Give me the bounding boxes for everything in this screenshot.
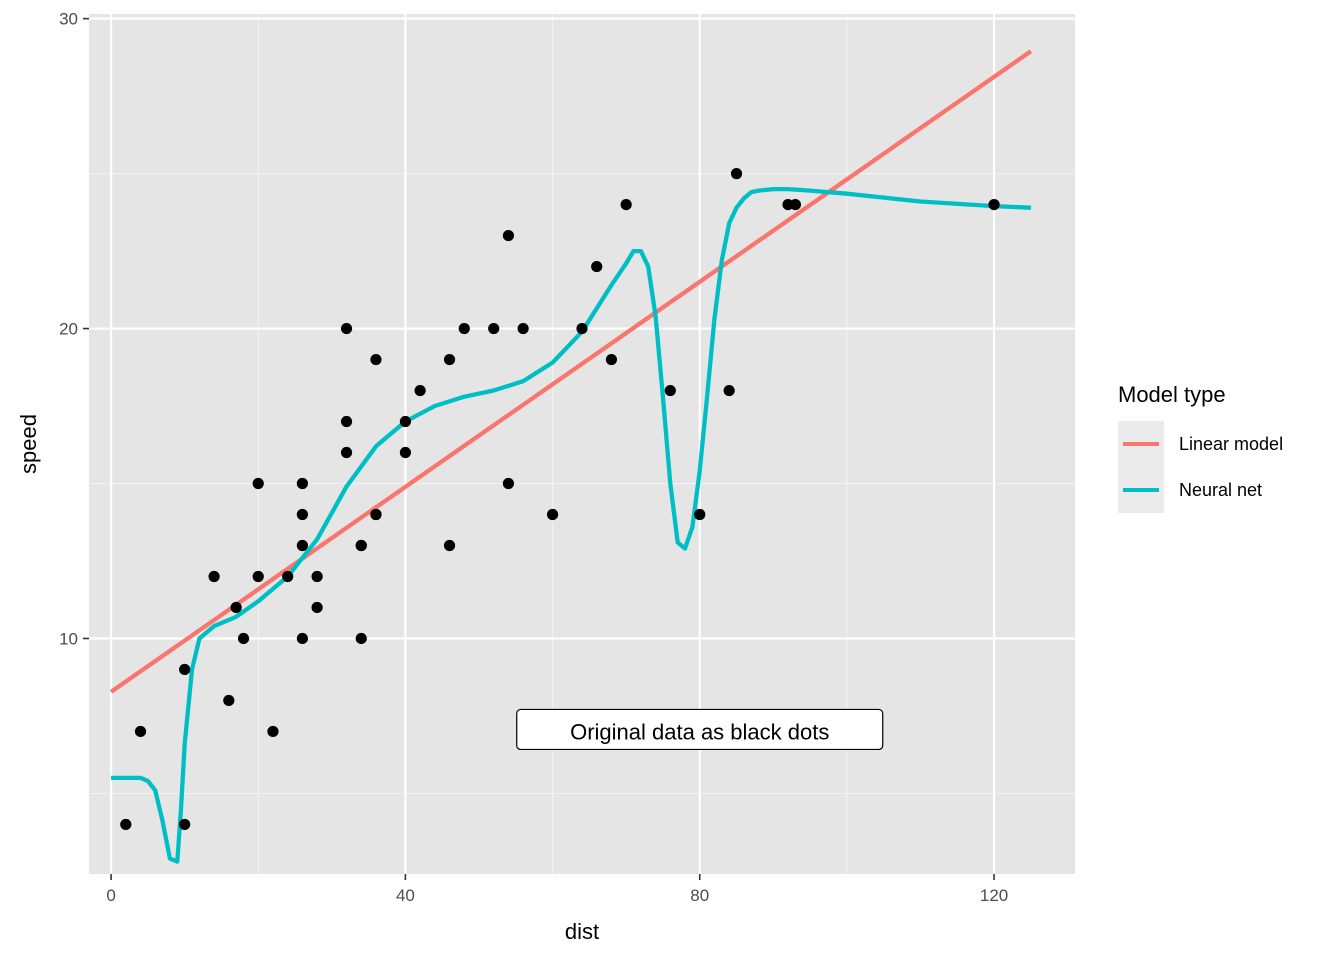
y-tick-label: 20 <box>59 320 78 339</box>
data-point <box>252 477 264 490</box>
data-point <box>723 384 735 397</box>
data-point <box>179 818 191 831</box>
data-point <box>620 198 632 211</box>
y-tick-label: 10 <box>59 629 78 648</box>
series-layer <box>109 49 1033 864</box>
x-tick-label: 40 <box>396 886 415 905</box>
data-point <box>134 725 147 738</box>
series-line-linear-model <box>109 49 1033 694</box>
data-point <box>399 446 412 459</box>
x-tick-label: 0 <box>106 886 115 905</box>
data-point <box>311 601 323 614</box>
data-point <box>296 477 308 490</box>
data-point <box>370 508 382 521</box>
data-point <box>267 725 279 738</box>
data-point <box>120 818 132 831</box>
data-point <box>591 260 603 273</box>
data-point <box>340 322 353 335</box>
data-point <box>370 353 382 366</box>
data-point <box>605 353 618 366</box>
annotation: Original data as black dots <box>516 708 884 751</box>
data-point <box>296 508 308 521</box>
x-axis: 0 40 80 120 <box>106 874 1008 905</box>
y-axis-title: speed <box>16 414 41 474</box>
data-point <box>340 415 353 428</box>
legend-title: Model type <box>1118 382 1226 407</box>
points-layer <box>120 168 1000 831</box>
legend-label-linear: Linear model <box>1179 434 1283 454</box>
data-point <box>208 570 220 583</box>
data-point <box>443 539 456 552</box>
data-point <box>502 477 515 490</box>
data-point <box>223 694 235 707</box>
data-point <box>488 322 500 335</box>
annotation-box <box>516 708 884 751</box>
data-point <box>179 663 191 676</box>
data-point <box>664 384 676 397</box>
data-point <box>355 539 367 552</box>
data-point <box>252 570 264 583</box>
data-point <box>282 570 294 583</box>
x-tick-label: 80 <box>690 886 709 905</box>
major-gridlines <box>89 14 1075 874</box>
data-point <box>576 322 588 335</box>
x-tick-label: 120 <box>980 886 1008 905</box>
data-point <box>237 632 250 645</box>
data-point <box>988 198 1000 211</box>
data-point <box>730 168 743 180</box>
data-point <box>546 508 559 521</box>
x-axis-title: dist <box>565 919 599 944</box>
data-point <box>355 632 367 645</box>
legend: Model type Linear model Neural net <box>1118 382 1283 513</box>
data-point <box>296 632 308 645</box>
data-point <box>458 322 470 335</box>
data-point <box>517 322 529 335</box>
data-point <box>311 570 323 583</box>
legend-label-neural: Neural net <box>1179 480 1262 500</box>
annotation-text: Original data as black dots <box>570 719 829 744</box>
data-point <box>789 198 801 211</box>
y-axis: 10 20 30 <box>59 10 89 648</box>
data-point <box>414 384 426 397</box>
data-point <box>399 415 412 428</box>
y-tick-label: 30 <box>59 10 78 29</box>
data-point <box>443 353 456 366</box>
series-line-neural-net <box>111 186 1031 864</box>
data-point <box>502 229 515 242</box>
data-point <box>296 539 308 552</box>
minor-gridlines <box>89 14 1075 874</box>
data-point <box>340 446 353 459</box>
data-point <box>230 601 242 614</box>
data-point <box>694 508 706 521</box>
